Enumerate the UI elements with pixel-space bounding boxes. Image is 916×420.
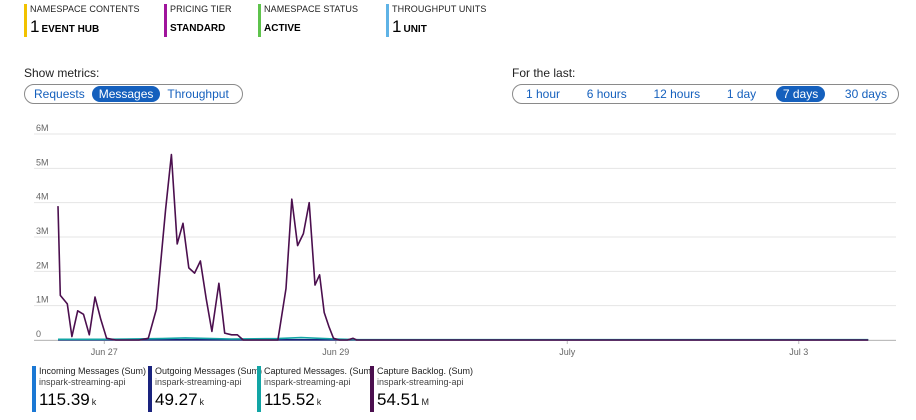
tile-namespace-status[interactable]: NAMESPACE STATUS ACTIVE: [258, 4, 358, 37]
legend-color-bar: [370, 366, 374, 412]
show-metrics-label: Show metrics:: [24, 66, 100, 80]
legend-value: 115.39: [39, 390, 90, 409]
tile-color-bar: [386, 4, 389, 37]
tile-color-bar: [164, 4, 167, 37]
legend-unit: k: [316, 397, 322, 407]
legend-resource: inspark-streaming-api: [155, 377, 242, 387]
x-tick-label: July: [559, 347, 576, 357]
y-tick-label: 2M: [36, 260, 49, 270]
legend-metric-name: Capture Backlog. (Sum): [377, 366, 474, 376]
legend-outgoing-messages[interactable]: Outgoing Messages (Sum) inspark-streamin…: [148, 366, 267, 412]
legend-value: 49.27: [155, 390, 198, 409]
y-tick-label: 3M: [36, 226, 49, 236]
legend-color-bar: [32, 366, 36, 412]
metric-pill-messages[interactable]: Messages: [91, 86, 161, 102]
range-pill-1-day[interactable]: 1 day: [726, 87, 757, 101]
legend-unit: k: [91, 397, 97, 407]
tile-number: 1: [392, 17, 402, 36]
time-range-selector: 1 hour 6 hours 12 hours 1 day 7 days 30 …: [512, 84, 899, 104]
y-tick-label: 5M: [36, 157, 49, 167]
tile-label: NAMESPACE CONTENTS: [30, 4, 140, 14]
legend-captured-messages[interactable]: Captured Messages. (Sum) inspark-streami…: [257, 366, 376, 412]
metric-pill-requests[interactable]: Requests: [34, 87, 85, 101]
y-tick-label: 0: [36, 329, 41, 339]
x-tick-label: Jul 3: [789, 347, 808, 357]
tile-label: PRICING TIER: [170, 4, 232, 14]
legend-capture-backlog[interactable]: Capture Backlog. (Sum) inspark-streaming…: [370, 366, 489, 412]
tile-number: 1: [30, 17, 40, 36]
legend-color-bar: [148, 366, 152, 412]
legend-color-bar: [257, 366, 261, 412]
legend-metric-name: Outgoing Messages (Sum): [155, 366, 263, 376]
legend-resource: inspark-streaming-api: [39, 377, 126, 387]
y-tick-label: 6M: [36, 123, 49, 133]
range-pill-30-days[interactable]: 30 days: [844, 87, 887, 101]
legend-resource: inspark-streaming-api: [377, 377, 464, 387]
tile-label: NAMESPACE STATUS: [264, 4, 359, 14]
range-pill-7-days[interactable]: 7 days: [775, 86, 826, 102]
tile-namespace-contents[interactable]: NAMESPACE CONTENTS 1 EVENT HUB: [24, 4, 140, 37]
tile-value: ACTIVE: [264, 23, 301, 34]
range-pill-6-hours[interactable]: 6 hours: [586, 87, 627, 101]
legend-metric-name: Captured Messages. (Sum): [264, 366, 375, 376]
metrics-selector: Requests Messages Throughput: [24, 84, 243, 104]
tile-value: UNIT: [403, 24, 427, 35]
x-tick-label: Jun 27: [91, 347, 118, 357]
tile-label: THROUGHPUT UNITS: [392, 4, 487, 14]
tile-color-bar: [24, 4, 27, 37]
range-pill-1-hour[interactable]: 1 hour: [526, 87, 561, 101]
legend-incoming-messages[interactable]: Incoming Messages (Sum) inspark-streamin…: [32, 366, 151, 412]
tile-color-bar: [258, 4, 261, 37]
tile-value: STANDARD: [170, 23, 226, 34]
range-pill-12-hours[interactable]: 12 hours: [653, 87, 701, 101]
legend-metric-name: Incoming Messages (Sum): [39, 366, 147, 376]
messages-chart[interactable]: 6M 5M 4M 3M 2M 1M 0 Jun 27 Jun 29 July Jul 3: [0, 118, 916, 364]
legend-resource: inspark-streaming-api: [264, 377, 351, 387]
legend-unit: M: [421, 397, 430, 407]
tile-throughput-units[interactable]: THROUGHPUT UNITS 1 UNIT: [386, 4, 486, 37]
for-the-last-label: For the last:: [512, 66, 576, 80]
metric-pill-throughput[interactable]: Throughput: [167, 87, 229, 101]
series-line: [57, 153, 869, 341]
tile-pricing-tier[interactable]: PRICING TIER STANDARD: [164, 4, 232, 37]
legend-value: 54.51: [377, 390, 420, 409]
y-tick-label: 4M: [36, 192, 49, 202]
y-tick-label: 1M: [36, 295, 49, 305]
legend-unit: k: [199, 397, 205, 407]
x-tick-label: Jun 29: [322, 347, 349, 357]
tile-value: EVENT HUB: [41, 24, 100, 35]
legend-value: 115.52: [264, 390, 315, 409]
